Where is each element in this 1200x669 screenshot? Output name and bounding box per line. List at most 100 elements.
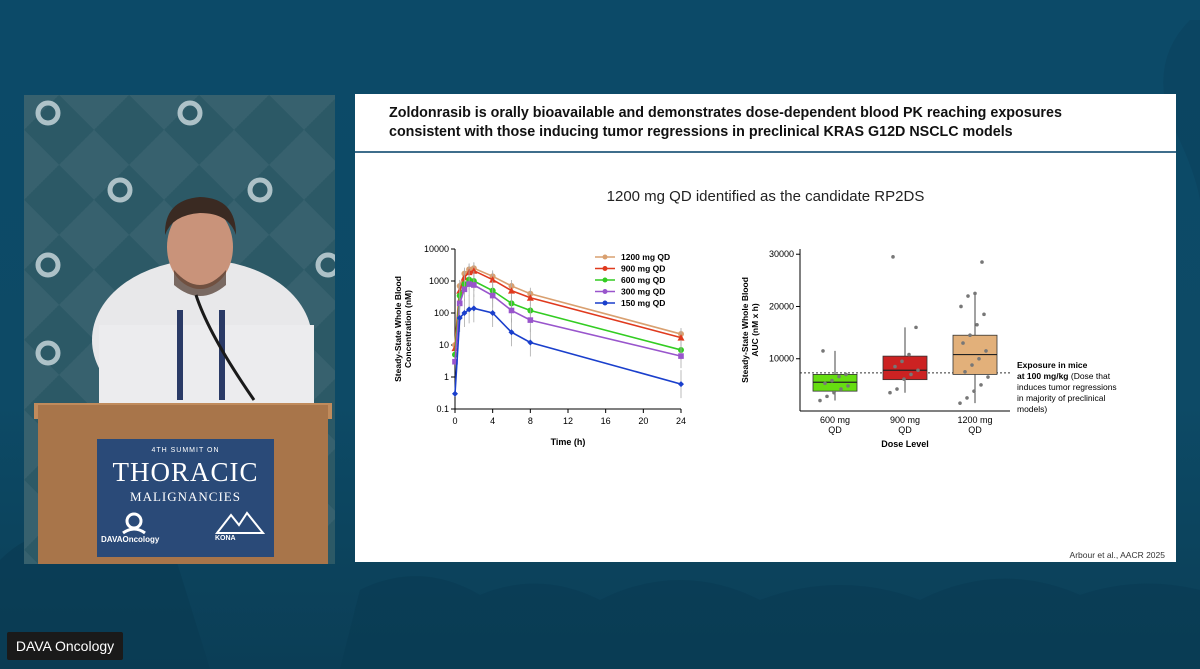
pk-data-point (677, 334, 685, 341)
annotation-line-1: Exposure in mice (1017, 360, 1088, 370)
slide-subtitle: 1200 mg QD identified as the candidate R… (606, 188, 925, 205)
pk-y-tick-label: 10 (439, 340, 449, 350)
dava-logo-icon (122, 512, 146, 535)
auc-data-point (970, 363, 974, 367)
pk-data-point (471, 282, 477, 288)
pk-data-point (489, 310, 496, 316)
pk-data-point (470, 267, 478, 274)
pk-x-tick-label: 16 (601, 416, 611, 426)
pk-legend-label: 900 mg QD (621, 264, 665, 274)
annotation-line-2: at 100 mg/kg (Dose that (1017, 371, 1111, 381)
sign-kona-logo: KONA (215, 535, 236, 542)
auc-box (882, 355, 928, 381)
auc-data-point (837, 374, 841, 379)
annotation-line-5: models) (1017, 404, 1047, 414)
auc-group-label: 1200 mg (957, 415, 992, 425)
slide-title: Zoldonrasib is orally bioavailable and d… (389, 104, 1159, 142)
auc-data-point (844, 372, 848, 377)
annotation-line-4: in majority of preclinical (1017, 393, 1105, 403)
pk-data-point (452, 390, 458, 397)
citation-footnote: Arbour et al., AACR 2025 (1069, 550, 1165, 560)
annotation-line-3: induces tumor regressions (1017, 382, 1117, 392)
auc-data-point (893, 364, 897, 369)
auc-data-point (963, 370, 967, 374)
auc-y-axis-label: Steady-State Whole BloodAUC (nM x h) (740, 277, 760, 383)
auc-data-point (818, 398, 822, 403)
pk-data-point (489, 276, 497, 283)
pk-legend-label: 1200 mg QD (621, 252, 670, 262)
auc-data-point (830, 378, 834, 383)
title-rule (355, 151, 1176, 153)
slide-title-line-1: Zoldonrasib is orally bioavailable and d… (389, 105, 1062, 121)
pk-legend-marker (602, 254, 608, 260)
pk-y-tick-label: 0.1 (436, 404, 449, 414)
podium-sign: 4TH SUMMIT ON THORACIC MALIGNANCIES DAVA… (97, 439, 274, 557)
dava-oncology-caption: DAVA Oncology (7, 632, 123, 660)
pk-y-tick-label: 1000 (429, 276, 449, 286)
pk-y-axis-label-line-2: Concentration (nM) (403, 290, 413, 368)
auc-data-point (973, 291, 977, 296)
auc-y-tick-label: 10000 (769, 354, 794, 364)
pk-y-axis-label-line-1: Steady-State Whole Blood (393, 276, 403, 382)
presentation-slide: Zoldonrasib is orally bioavailable and d… (355, 94, 1176, 562)
pk-data-point (456, 300, 463, 307)
pk-x-tick-label: 20 (638, 416, 648, 426)
auc-data-point (832, 390, 836, 395)
pk-legend-marker (602, 289, 608, 294)
pk-x-tick-label: 12 (563, 416, 573, 426)
auc-data-point (966, 294, 970, 298)
pk-data-point (489, 292, 496, 299)
pk-data-point (526, 294, 534, 301)
auc-data-point (900, 359, 904, 364)
pk-data-point (466, 306, 473, 313)
pk-legend-label: 600 mg QD (621, 275, 665, 285)
auc-y-axis-label-line-1: Steady-State Whole Blood (740, 277, 750, 383)
pk-x-tick-label: 0 (452, 416, 457, 426)
auc-data-point (902, 377, 906, 381)
auc-data-point (891, 255, 895, 259)
auc-data-point (823, 381, 827, 386)
pk-y-tick-label: 1 (444, 372, 449, 382)
pk-x-axis-label: Time (h) (551, 437, 586, 447)
pk-line-chart: 0.1 1 10 100 1000 10000 0 4 8 12 16 20 24 Time (h) Ste… (393, 244, 686, 447)
pk-legend-label: 300 mg QD (621, 287, 665, 297)
sign-thoracic: THORACIC (112, 457, 259, 487)
auc-data-point (958, 401, 962, 405)
pk-data-point (527, 339, 534, 346)
pk-x-tick-label: 24 (676, 416, 686, 426)
auc-y-tick-label: 20000 (769, 301, 794, 311)
auc-data-point (984, 349, 988, 353)
pk-data-point (678, 381, 684, 388)
pk-y-tick-label: 10000 (424, 244, 449, 254)
auc-x-axis-label: Dose Level (881, 439, 929, 449)
pk-y-axis-label: Steady-State Whole BloodConcentration (n… (393, 276, 413, 382)
auc-group-label-qd: QD (828, 425, 842, 435)
auc-data-point (961, 341, 965, 345)
auc-data-point (965, 396, 969, 400)
sign-malignancies: MALIGNANCIES (130, 489, 241, 504)
pk-data-point (508, 287, 515, 294)
auc-data-point (968, 333, 972, 338)
pk-legend-marker (602, 277, 608, 283)
auc-data-point (914, 325, 918, 330)
pk-x-tick-label: 4 (490, 416, 495, 426)
auc-data-point (982, 312, 986, 317)
auc-data-point (825, 394, 829, 399)
auc-group-label: 900 mg (890, 415, 920, 425)
pk-x-tick-label: 8 (528, 416, 533, 426)
auc-data-point (888, 390, 892, 395)
pk-data-point (678, 353, 684, 359)
auc-group-label: 600 mg (820, 415, 850, 425)
speaker-video: 4TH SUMMIT ON THORACIC MALIGNANCIES DAVA… (24, 95, 335, 564)
sign-summit-line: 4TH SUMMIT ON (151, 447, 220, 454)
pk-legend-marker (602, 300, 608, 306)
auc-group-label-qd: QD (898, 425, 912, 435)
auc-data-point (821, 349, 825, 353)
auc-y-tick-label: 30000 (769, 249, 794, 259)
kona-logo-icon (215, 511, 265, 534)
pk-data-point (527, 317, 534, 323)
pk-data-point (470, 305, 477, 312)
auc-data-point (975, 322, 979, 327)
auc-data-point (959, 304, 963, 309)
